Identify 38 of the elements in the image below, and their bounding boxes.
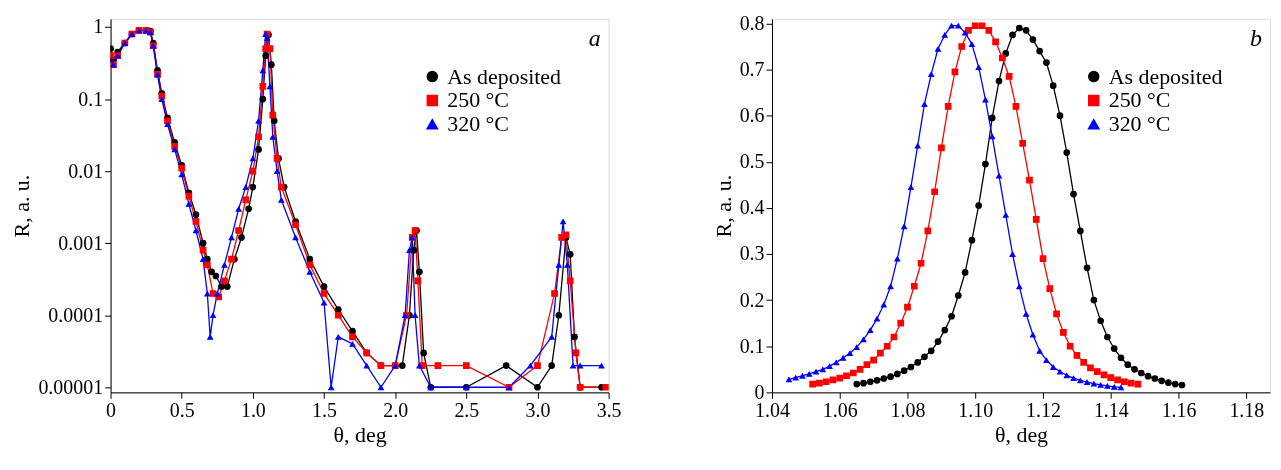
annotation: b xyxy=(1250,24,1263,51)
y-tick-label: 0.6 xyxy=(739,104,765,127)
legend-label: 320 °C xyxy=(447,111,509,137)
y-axis-title: R, a. u. xyxy=(710,174,736,238)
y-tick-label: 0.4 xyxy=(739,196,765,219)
y-tick-label: 0.3 xyxy=(739,242,765,265)
y-tick-label: 0.1 xyxy=(739,334,765,357)
y-tick-label: 0.2 xyxy=(739,288,765,311)
x-tick-label: 1.10 xyxy=(958,398,994,421)
y-tick-label: 1 xyxy=(93,15,104,38)
y-tick-label: 0.00001 xyxy=(38,375,104,398)
y-axis-title: R, a. u. xyxy=(9,174,35,238)
x-tick-label: 1.14 xyxy=(1093,398,1129,421)
x-tick-label: 2.0 xyxy=(383,398,409,421)
x-tick-label: 1.08 xyxy=(890,398,926,421)
x-axis-title: θ, deg xyxy=(333,421,387,447)
y-tick-label: 0.0001 xyxy=(48,303,104,326)
legend-label: As deposited xyxy=(447,63,562,89)
x-tick-label: 1.16 xyxy=(1161,398,1197,421)
x-tick-label: 1.5 xyxy=(312,398,337,421)
x-axis-title: θ, deg xyxy=(994,421,1049,447)
x-tick-label: 2.5 xyxy=(454,398,480,421)
y-tick-label: 0.001 xyxy=(58,231,104,254)
x-tick-label: 1.06 xyxy=(822,398,858,421)
x-tick-label: 3.0 xyxy=(525,398,551,421)
x-tick-label: 1.0 xyxy=(240,398,266,421)
y-tick-label: 0.01 xyxy=(68,159,104,182)
y-tick-label: 0.5 xyxy=(739,150,765,173)
y-tick-label: 0.8 xyxy=(739,11,765,34)
y-tick-label: 0.1 xyxy=(78,87,104,110)
x-tick-label: 0.5 xyxy=(169,398,195,421)
legend-label: As deposited xyxy=(1108,63,1223,89)
x-tick-label: 1.18 xyxy=(1229,398,1265,421)
x-tick-label: 1.12 xyxy=(1026,398,1061,421)
x-tick-label: 3.5 xyxy=(596,398,622,421)
annotation: a xyxy=(588,24,601,51)
legend-label: 320 °C xyxy=(1108,111,1171,137)
y-tick-label: 0.7 xyxy=(739,58,765,81)
